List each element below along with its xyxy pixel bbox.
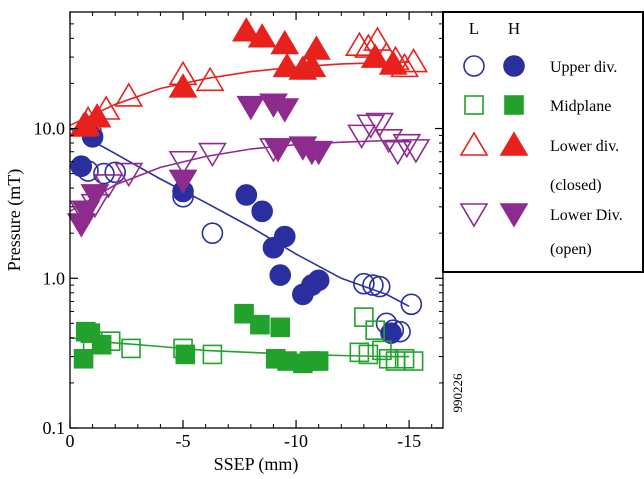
- legend-sublabel-open: (open): [550, 241, 592, 258]
- data-point-upper-div-h: [269, 264, 292, 286]
- data-point-midplane-l: [403, 351, 424, 371]
- data-point-midplane-h: [270, 317, 291, 338]
- data-point-lower-div-closed-h: [168, 73, 198, 98]
- data-point-lower-div-closed-h: [378, 50, 408, 75]
- y-axis-title: Pressure (mT): [4, 169, 25, 271]
- data-point-upper-div-h: [307, 269, 330, 292]
- data-point-midplane-l: [365, 320, 385, 340]
- fit-curve-midplane: [69, 337, 410, 358]
- axis-ticks: 0 -5 -10 -15 0.1 1.0 10.0: [34, 11, 443, 451]
- x-tick-label: -10: [284, 431, 308, 451]
- fit-curve-lower-div-open: [69, 139, 410, 212]
- data-point-lower-div-open-h: [270, 98, 300, 123]
- x-tick-label: -5: [176, 431, 191, 451]
- data-point-upper-div-h: [70, 155, 93, 178]
- data-point-upper-div-h: [235, 184, 258, 206]
- data-point-upper-div-l: [362, 274, 384, 296]
- data-point-lower-div-closed-h: [247, 23, 277, 48]
- x-tick-label: 0: [66, 431, 75, 451]
- data-point-upper-div-l: [201, 222, 224, 244]
- legend-marker-lower-div-closed-h: [499, 131, 529, 156]
- legend-col-high: H: [508, 19, 520, 38]
- data-point-lower-div-open-h: [236, 95, 266, 121]
- legend: L H Upper div. Midplane Lower div. (clos…: [442, 11, 644, 273]
- y-tick-label: 10.0: [34, 119, 66, 139]
- y-tick-label: 1.0: [43, 268, 66, 288]
- data-point-lower-div-open-l: [198, 142, 227, 168]
- data-point-lower-div-closed-h: [297, 52, 327, 78]
- data-point-lower-div-closed-h: [360, 43, 390, 68]
- data-point-midplane-l: [121, 338, 141, 359]
- data-point-midplane-h: [175, 344, 196, 365]
- legend-label-upper-div: Upper div.: [550, 59, 617, 76]
- legend-sublabel-closed: (closed): [550, 177, 602, 194]
- data-point-lower-div-closed-l: [114, 82, 144, 107]
- data-point-upper-div-h: [273, 225, 296, 248]
- data-point-midplane-h: [73, 348, 94, 369]
- data-point-midplane-l: [358, 344, 379, 365]
- legend-label-lower-div-closed: Lower div.: [550, 138, 619, 155]
- data-point-midplane-l: [354, 307, 374, 327]
- data-point-lower-div-closed-h: [272, 52, 302, 78]
- data-point-lower-div-open-l: [392, 133, 422, 159]
- legend-marker-upper-div-l: [463, 55, 485, 77]
- data-point-lower-div-open-h: [304, 140, 334, 166]
- data-point-upper-div-l: [104, 161, 127, 184]
- data-point-lower-div-closed-l: [344, 31, 374, 57]
- data-point-midplane-h: [250, 314, 270, 335]
- data-point-lower-div-open-l: [114, 162, 144, 188]
- data-point-lower-div-closed-h: [302, 35, 331, 60]
- data-point-midplane-h: [308, 351, 329, 371]
- legend-label-midplane: Midplane: [550, 98, 611, 115]
- data-point-upper-div-h: [251, 200, 273, 223]
- data-point-upper-div-l: [400, 293, 423, 316]
- data-point-lower-div-open-h: [263, 138, 293, 163]
- data-point-midplane-h: [91, 334, 112, 355]
- legend-markers: [459, 55, 529, 228]
- data-point-upper-div-l: [353, 272, 375, 295]
- data-point-lower-div-open-h: [80, 184, 110, 209]
- data-point-lower-div-open-l: [365, 112, 395, 138]
- data-point-lower-div-closed-l: [399, 47, 429, 73]
- x-tick-label: -15: [397, 431, 421, 451]
- data-point-lower-div-open-h: [168, 169, 198, 195]
- figure-id: 990226: [450, 373, 465, 413]
- data-point-lower-div-open-l: [168, 150, 198, 176]
- data-point-upper-div-l: [93, 162, 115, 185]
- legend-col-low: L: [469, 19, 479, 38]
- legend-marker-midplane-l: [464, 95, 484, 115]
- data-point-lower-div-open-l: [374, 129, 404, 154]
- legend-box: [442, 11, 644, 273]
- legend-label-lower-div-open: Lower Div.: [550, 207, 623, 224]
- y-tick-label: 0.1: [43, 418, 66, 438]
- data-point-lower-div-open-l: [356, 114, 386, 139]
- data-point-lower-div-closed-h: [270, 29, 300, 55]
- data-point-upper-div-l: [368, 275, 391, 298]
- legend-marker-midplane-h: [504, 95, 524, 115]
- legend-marker-upper-div-h: [503, 55, 525, 77]
- data-point-lower-div-open-h: [71, 200, 101, 225]
- data-point-lower-div-closed-h: [231, 17, 261, 42]
- data-point-lower-div-closed-h: [82, 103, 112, 128]
- data-point-midplane-l: [378, 348, 399, 369]
- data-markers: [66, 17, 431, 374]
- data-point-lower-div-open-l: [401, 139, 431, 164]
- data-point-midplane-h: [234, 303, 254, 324]
- legend-marker-lower-div-open-h: [499, 203, 529, 228]
- legend-marker-lower-div-closed-l: [459, 131, 489, 156]
- x-axis-title: SSEP (mm): [214, 454, 299, 475]
- data-point-lower-div-open-l: [347, 124, 377, 149]
- data-point-midplane-l: [202, 344, 223, 365]
- data-point-lower-div-closed-l: [195, 66, 225, 92]
- legend-marker-lower-div-open-l: [459, 203, 489, 228]
